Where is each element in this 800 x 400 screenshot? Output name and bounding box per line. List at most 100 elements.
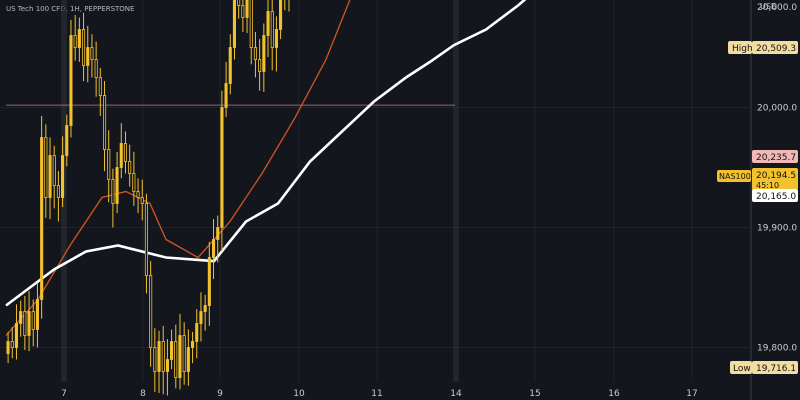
- candle: [90, 34, 94, 78]
- candle: [199, 292, 203, 342]
- high-value-bg: [752, 41, 798, 54]
- candle: [182, 322, 186, 385]
- candle-body: [220, 107, 224, 228]
- candle-body: [69, 35, 73, 126]
- candle: [207, 241, 211, 326]
- candle-body: [161, 341, 165, 372]
- candle: [19, 300, 23, 337]
- candle-body: [199, 311, 203, 324]
- candle: [195, 309, 199, 359]
- candle-body: [207, 257, 211, 306]
- candle-body: [237, 0, 241, 6]
- candle-body: [266, 11, 270, 36]
- high-value-text: 20,509.3: [756, 44, 796, 54]
- candle: [132, 151, 136, 206]
- price-tick-label: 20,600.0: [757, 3, 797, 13]
- candle-body: [203, 305, 207, 312]
- candle-body: [241, 5, 245, 18]
- price-tick-label: 20,000.0: [757, 104, 797, 114]
- candle: [224, 61, 228, 118]
- session-separator: [453, 0, 459, 382]
- candle-body: [186, 347, 190, 372]
- candle-body: [107, 149, 111, 180]
- candle-body: [115, 167, 119, 204]
- candle-body: [140, 197, 144, 204]
- candle: [56, 171, 60, 222]
- candle: [266, 0, 270, 58]
- candle-body: [128, 161, 132, 174]
- candle: [144, 193, 149, 294]
- candle-body: [270, 11, 274, 48]
- candle-body: [232, 0, 237, 48]
- candle: [44, 124, 48, 218]
- candle-body: [149, 275, 153, 348]
- candle: [258, 39, 262, 91]
- symbol-tag-text: NAS100: [719, 172, 751, 181]
- candle: [284, 0, 286, 11]
- candle-body: [190, 341, 195, 348]
- candle: [103, 81, 107, 172]
- candle-body: [14, 323, 19, 348]
- candle: [48, 137, 52, 220]
- candle: [241, 0, 245, 32]
- candle-body: [245, 0, 249, 18]
- candle-body: [44, 137, 48, 198]
- candle: [73, 15, 77, 61]
- low-tag-bg: [730, 361, 752, 374]
- candle: [123, 131, 128, 174]
- candle: [278, 0, 283, 40]
- candle: [270, 0, 274, 71]
- candle: [14, 304, 19, 360]
- candle: [69, 19, 73, 138]
- ma-value-bg: [752, 189, 798, 202]
- candle: [111, 168, 115, 228]
- candle: [190, 331, 195, 364]
- candle-body: [56, 185, 60, 198]
- price-tick-label: 19,800.0: [757, 344, 797, 354]
- time-tick-label: 16: [608, 389, 620, 399]
- candle: [23, 295, 27, 350]
- price-tick-label: 19,900.0: [757, 224, 797, 234]
- candle-body: [169, 341, 174, 360]
- time-tick-label: 8: [140, 389, 146, 399]
- candle: [6, 331, 10, 364]
- candle: [153, 328, 157, 392]
- candle: [165, 339, 170, 396]
- reference-lines: [6, 104, 455, 106]
- candle-body: [136, 191, 140, 198]
- countdown-text: 45:10: [756, 181, 779, 190]
- candle-body: [178, 335, 182, 378]
- candle-body: [249, 0, 253, 48]
- ma-value-text: 20,165.0: [756, 192, 796, 202]
- ma-value-label: 20,165.0: [752, 189, 798, 202]
- candle: [161, 325, 165, 395]
- candle: [149, 261, 153, 367]
- candle: [262, 23, 266, 92]
- high-tag-bg: [728, 41, 752, 54]
- candle: [157, 330, 161, 394]
- candle-body: [73, 35, 77, 48]
- candle: [52, 145, 56, 209]
- candle-body: [61, 155, 65, 198]
- candle-body: [174, 341, 178, 378]
- candle-body: [10, 341, 14, 348]
- candle-body: [94, 59, 98, 78]
- time-tick-label: 17: [686, 389, 697, 399]
- candle-body: [31, 311, 35, 330]
- candle: [77, 17, 81, 62]
- candle: [98, 67, 102, 116]
- candle-body: [119, 143, 123, 168]
- candle: [232, 0, 237, 60]
- candle-body: [77, 29, 81, 48]
- candle: [228, 34, 232, 95]
- current-value-bg: [752, 168, 798, 190]
- candle: [27, 291, 31, 352]
- candle: [140, 179, 144, 221]
- candle: [249, 0, 253, 65]
- low-tag-text: Low: [733, 364, 751, 374]
- candle: [35, 282, 39, 348]
- candle-body: [98, 77, 102, 96]
- candle: [31, 299, 35, 347]
- candle-body: [23, 311, 27, 336]
- candle: [186, 329, 190, 386]
